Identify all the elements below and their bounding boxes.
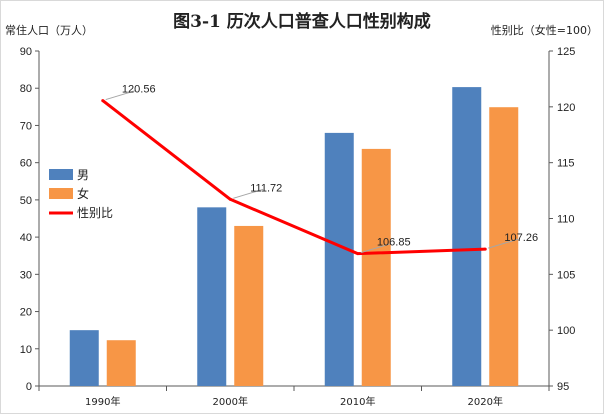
x-tick-label: 1990年 [85, 395, 120, 408]
bar-male [69, 330, 99, 386]
left-tick-label: 0 [26, 381, 32, 393]
bar-male [197, 207, 227, 386]
left-tick-label: 50 [20, 195, 32, 207]
left-tick-label: 10 [20, 344, 32, 356]
legend-label: 男 [77, 168, 89, 182]
bar-male [452, 87, 482, 386]
legend-label: 性别比 [77, 206, 113, 220]
left-tick-label: 60 [20, 158, 32, 170]
sex-ratio-point [101, 99, 105, 103]
left-tick-label: 90 [20, 46, 32, 58]
sex-ratio-polyline [101, 99, 486, 256]
x-tick-label: 2010年 [340, 395, 375, 408]
left-tick-label: 40 [20, 232, 32, 244]
right-tick-label: 105 [557, 269, 575, 281]
data-label-leader [105, 90, 136, 101]
right-axis-title: 性别比（女性=100） [491, 23, 598, 37]
sex-ratio-point [356, 252, 360, 256]
right-tick-label: 120 [557, 102, 575, 114]
chart-title: 图3-1 历次人口普查人口性别构成 [173, 11, 431, 32]
sex-ratio-data-label: 120.56 [122, 84, 156, 96]
left-tick-label: 70 [20, 120, 32, 132]
axes: 0 10 20 30 40 50 60 70 80 90 95 100 105 110 115 120 125 1… [20, 46, 576, 408]
left-tick-label: 80 [20, 83, 32, 95]
legend-label: 女 [77, 186, 89, 201]
data-label-leader [233, 188, 264, 199]
bar-male [324, 132, 354, 386]
right-tick-label: 115 [557, 158, 575, 170]
sex-ratio-point [228, 197, 232, 201]
sex-ratio-data-label: 111.72 [250, 182, 282, 194]
right-tick-label: 95 [557, 381, 569, 393]
sex-ratio-data-label: 106.85 [377, 237, 411, 249]
data-label-leader [360, 243, 391, 254]
legend-swatch [49, 188, 73, 199]
right-tick-label: 100 [557, 325, 575, 337]
legend-swatch [49, 169, 73, 180]
data-labels: 120.56 111.72 106.85 107.26 [105, 84, 538, 254]
data-label-leader [488, 238, 519, 249]
left-tick-label: 20 [20, 307, 32, 319]
x-tick-label: 2020年 [468, 395, 503, 408]
bar-female [106, 340, 136, 386]
sex-ratio-point [483, 247, 487, 251]
bar-female [361, 148, 391, 386]
bars [69, 87, 519, 386]
right-tick-label: 110 [557, 214, 575, 226]
sex-ratio-line [101, 99, 487, 256]
left-axis-title: 常住人口（万人） [5, 23, 93, 37]
sex-ratio-data-label: 107.26 [504, 232, 538, 244]
right-tick-label: 125 [557, 46, 575, 58]
bar-female [234, 225, 264, 386]
x-tick-label: 2000年 [213, 395, 248, 408]
left-tick-label: 30 [20, 269, 32, 281]
